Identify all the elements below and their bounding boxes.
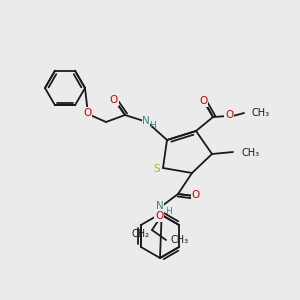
Text: O: O: [199, 96, 207, 106]
Text: CH₃: CH₃: [171, 235, 189, 245]
Text: S: S: [154, 164, 160, 174]
Text: H: H: [150, 121, 156, 130]
Text: CH₂: CH₂: [131, 229, 149, 239]
Text: H: H: [165, 206, 171, 215]
Text: O: O: [155, 211, 163, 221]
Text: O: O: [225, 110, 233, 120]
Text: O: O: [192, 190, 200, 200]
Text: O: O: [83, 108, 91, 118]
Text: CH₃: CH₃: [241, 148, 259, 158]
Text: O: O: [110, 95, 118, 105]
Text: N: N: [156, 201, 164, 211]
Text: CH₃: CH₃: [252, 108, 270, 118]
Text: N: N: [142, 116, 150, 126]
